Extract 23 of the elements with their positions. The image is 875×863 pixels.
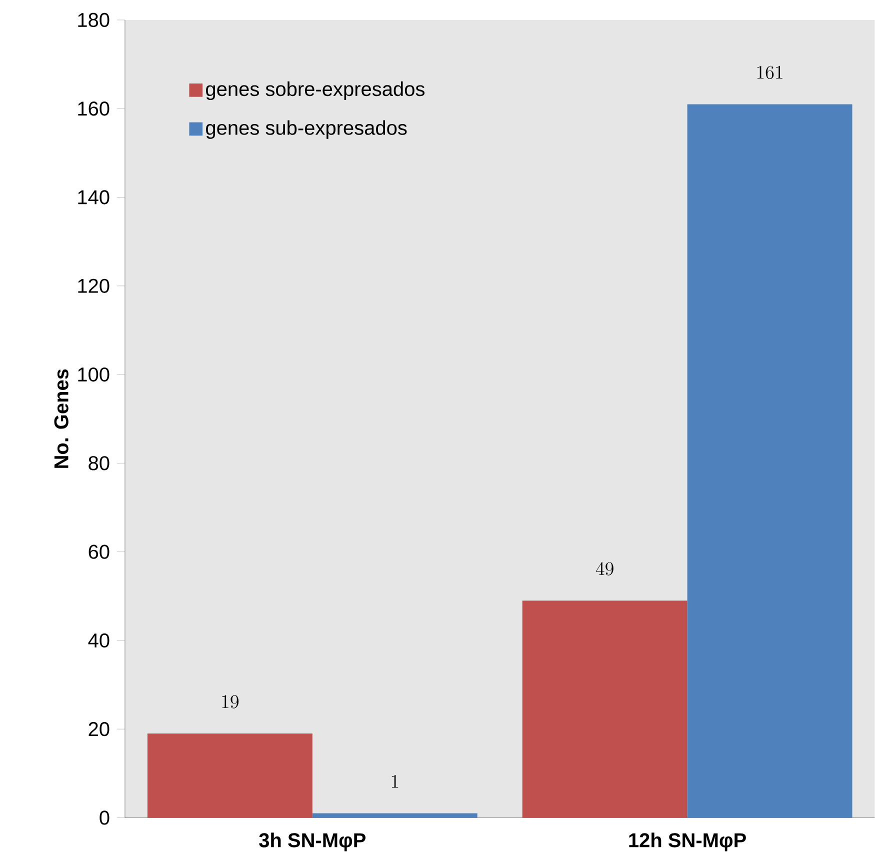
y-tick-label: 80	[88, 456, 110, 470]
y-tick-label: 40	[88, 634, 110, 648]
y-tick-label: 160	[78, 102, 110, 116]
x-tick-label: 12h SN-MφP	[629, 832, 746, 852]
data-label: 19	[222, 695, 239, 708]
legend-label: genes sub-expresados	[206, 120, 407, 140]
data-label: 49	[596, 562, 614, 576]
bar	[687, 104, 852, 818]
data-label: 161	[757, 66, 782, 80]
y-tick-label: 140	[78, 190, 110, 204]
y-tick-label: 180	[78, 13, 110, 28]
bar	[312, 813, 478, 818]
bar	[147, 734, 312, 818]
data-label: 1	[392, 775, 398, 788]
y-tick-label: 60	[88, 544, 110, 560]
y-tick-label: 100	[78, 368, 110, 382]
y-tick-label: 0	[100, 810, 110, 825]
y-tick-label: 120	[78, 278, 110, 294]
legend-label: genes sobre-expresados	[206, 82, 424, 100]
x-tick-label: 3h SN-MφP	[259, 832, 366, 852]
y-axis-title: No. Genes	[54, 369, 68, 468]
bar	[522, 600, 688, 818]
y-tick-label: 20	[88, 722, 110, 736]
